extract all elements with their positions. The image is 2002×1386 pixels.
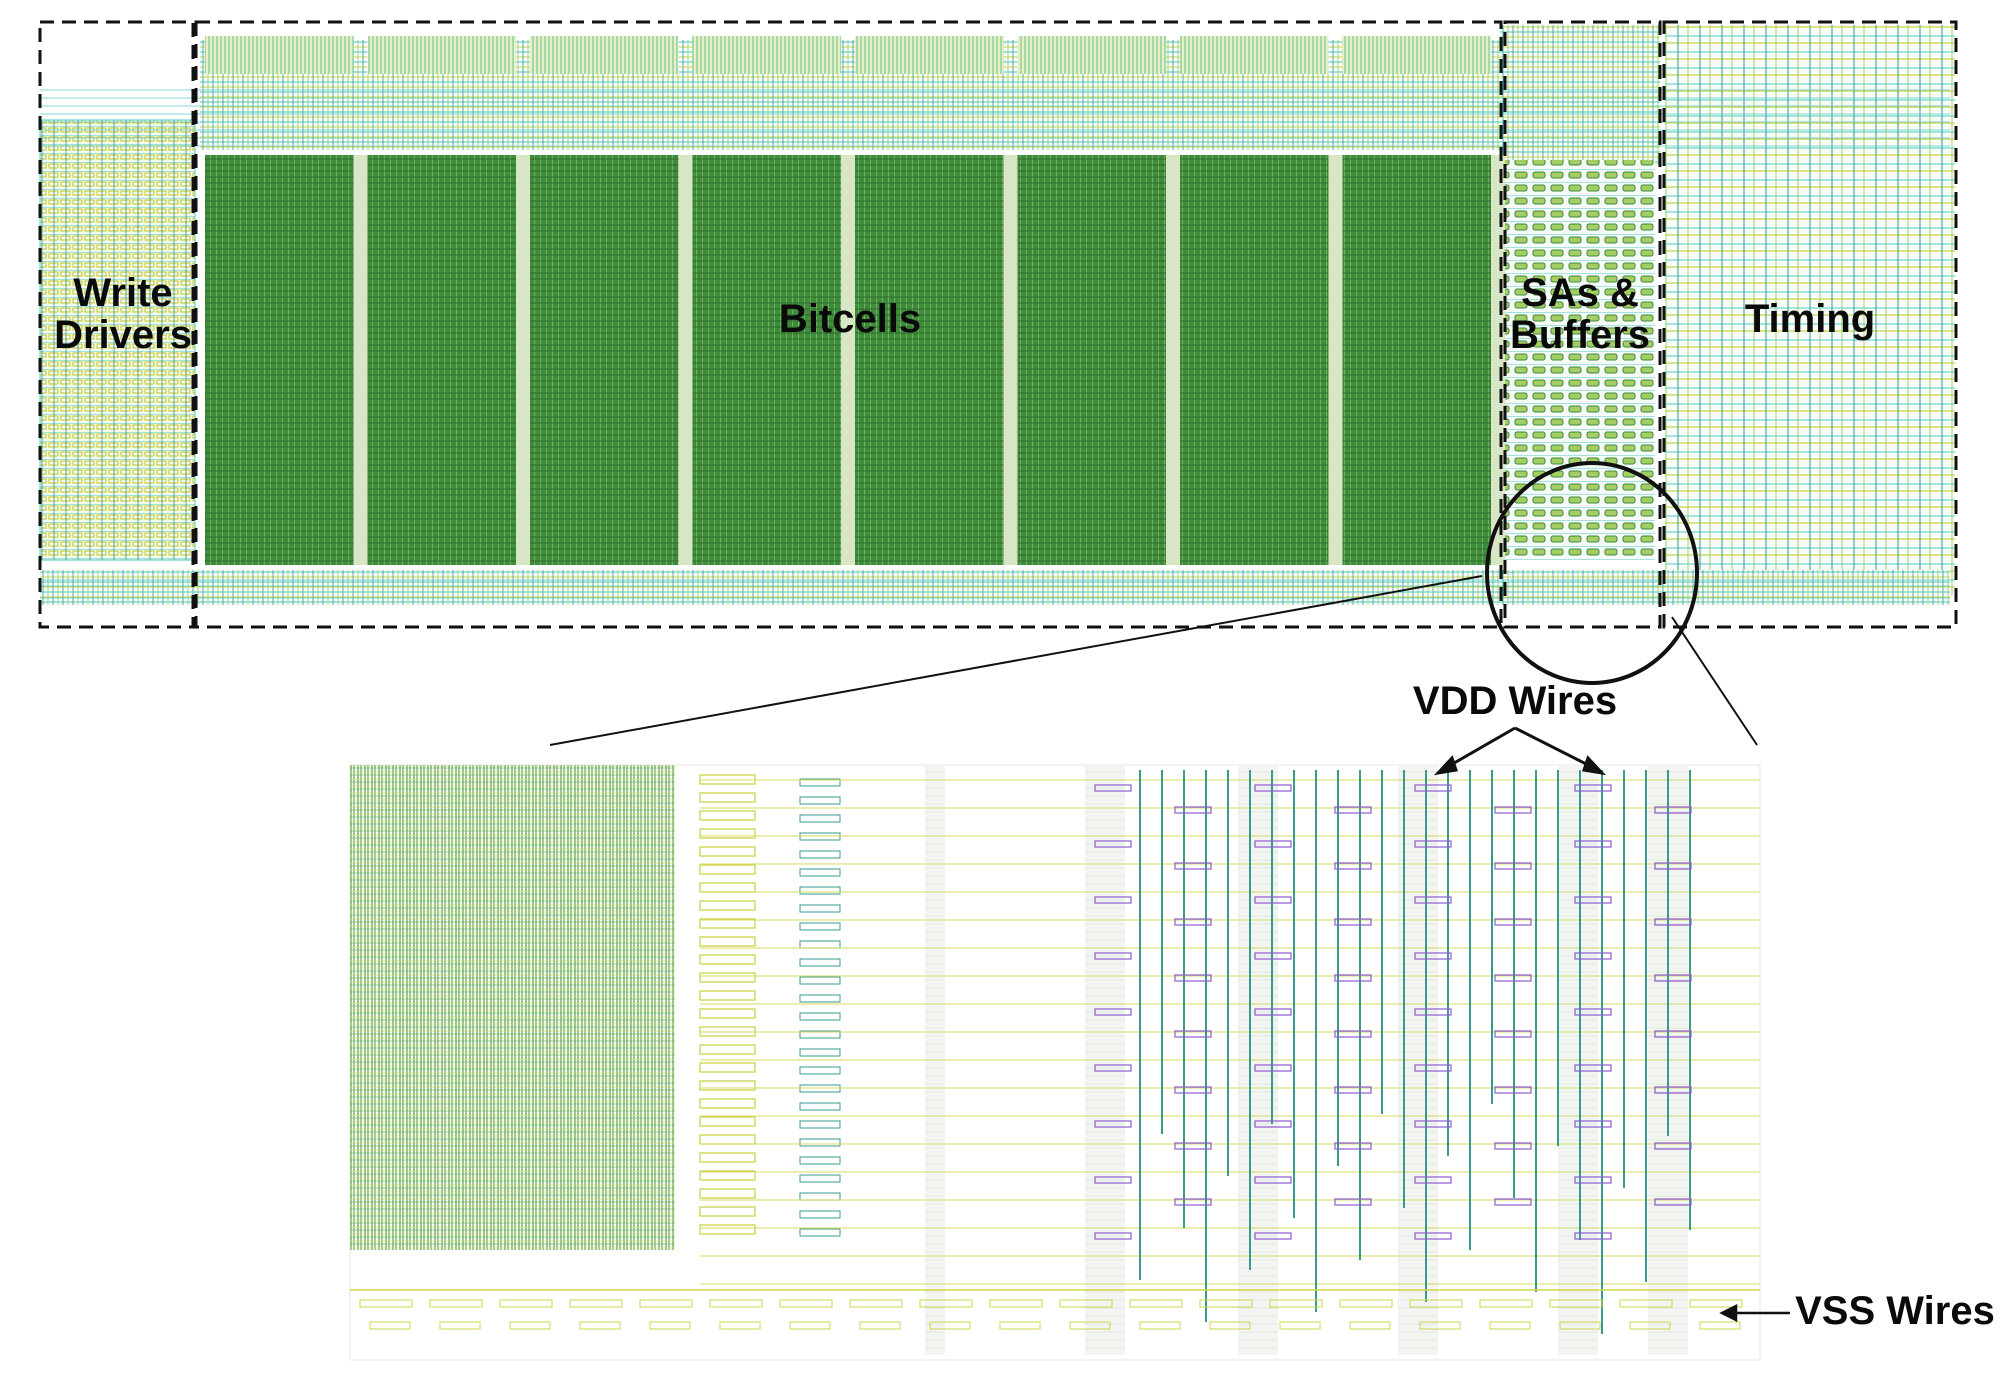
column-comb	[1180, 36, 1329, 74]
zoom-connector-right	[1671, 616, 1758, 746]
write-drivers-boundary	[38, 20, 195, 629]
label-vss-wires: VSS Wires	[1795, 1289, 1995, 1333]
bottom-rail	[40, 570, 1950, 605]
label-vdd-wires: VDD Wires	[1412, 679, 1618, 723]
column-comb	[205, 36, 354, 74]
bitcell-subarray	[855, 155, 1004, 565]
bitcell-subarray	[1017, 155, 1166, 565]
sas-buffers-boundary	[1503, 20, 1662, 629]
column-comb	[530, 36, 679, 74]
vdd-arrows	[1433, 726, 1607, 776]
label-sas-buffers: SAs & Buffers	[1509, 271, 1651, 357]
zoom-connector-left	[549, 575, 1483, 746]
sense-amp-cells	[1505, 160, 1655, 560]
zoomed-layout-view	[349, 764, 1761, 1361]
label-write-drivers: Write Drivers	[54, 271, 192, 357]
column-comb	[1342, 36, 1491, 74]
column-comb	[1017, 36, 1166, 74]
bitcells-boundary	[194, 20, 1503, 629]
label-timing: Timing	[1744, 297, 1876, 341]
column-comb	[692, 36, 841, 74]
zoom-periphery-details	[350, 765, 1760, 1355]
bitcell-subarray	[1180, 155, 1329, 565]
magnifier-circle	[1485, 461, 1699, 685]
label-bitcells: Bitcells	[778, 297, 922, 341]
timing-boundary	[1662, 20, 1958, 629]
timing-cells	[1665, 25, 1955, 595]
bitcell-subarray	[1342, 155, 1491, 565]
bitcell-subarray	[692, 155, 841, 565]
column-comb	[855, 36, 1004, 74]
bitcell-subarray	[530, 155, 679, 565]
vss-arrow	[1719, 1303, 1790, 1323]
top-layout-view	[38, 20, 1958, 685]
bitcell-subarray	[367, 155, 516, 565]
column-comb	[367, 36, 516, 74]
bitcell-subarray	[205, 155, 354, 565]
write-driver-cells	[40, 120, 195, 560]
bitcell-arrays	[40, 36, 1950, 599]
zoom-bitcell-region	[350, 765, 675, 1250]
